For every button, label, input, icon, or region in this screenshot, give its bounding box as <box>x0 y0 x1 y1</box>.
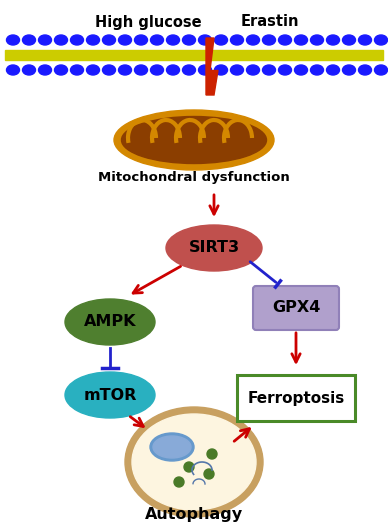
Ellipse shape <box>359 35 371 45</box>
Ellipse shape <box>7 35 19 45</box>
Ellipse shape <box>166 65 180 75</box>
Text: Autophagy: Autophagy <box>145 507 243 523</box>
Ellipse shape <box>151 35 163 45</box>
Ellipse shape <box>65 372 155 418</box>
Ellipse shape <box>38 65 52 75</box>
Ellipse shape <box>54 65 68 75</box>
Ellipse shape <box>65 299 155 345</box>
Text: GPX4: GPX4 <box>272 300 320 315</box>
Circle shape <box>184 462 194 472</box>
Ellipse shape <box>246 65 260 75</box>
Ellipse shape <box>132 414 256 510</box>
Text: SIRT3: SIRT3 <box>189 241 239 256</box>
Ellipse shape <box>343 35 355 45</box>
Polygon shape <box>206 38 218 95</box>
Ellipse shape <box>125 407 263 517</box>
Text: AMPK: AMPK <box>84 315 136 330</box>
Ellipse shape <box>166 35 180 45</box>
Ellipse shape <box>71 65 83 75</box>
Ellipse shape <box>150 433 194 461</box>
Text: mTOR: mTOR <box>83 388 137 403</box>
Ellipse shape <box>135 35 147 45</box>
Ellipse shape <box>343 65 355 75</box>
Ellipse shape <box>87 35 99 45</box>
Ellipse shape <box>279 35 291 45</box>
Ellipse shape <box>246 35 260 45</box>
Ellipse shape <box>374 35 388 45</box>
Circle shape <box>207 449 217 459</box>
Ellipse shape <box>294 65 308 75</box>
Circle shape <box>174 477 184 487</box>
Ellipse shape <box>118 35 132 45</box>
Ellipse shape <box>263 65 275 75</box>
Circle shape <box>204 469 214 479</box>
Ellipse shape <box>121 116 267 163</box>
Ellipse shape <box>166 225 262 271</box>
Text: Mitochondral dysfunction: Mitochondral dysfunction <box>98 171 290 185</box>
Ellipse shape <box>153 436 191 458</box>
Text: High glucose: High glucose <box>95 14 201 30</box>
Ellipse shape <box>279 65 291 75</box>
Ellipse shape <box>310 35 324 45</box>
Ellipse shape <box>71 35 83 45</box>
Ellipse shape <box>326 35 340 45</box>
Ellipse shape <box>54 35 68 45</box>
Ellipse shape <box>230 65 244 75</box>
Ellipse shape <box>38 35 52 45</box>
Ellipse shape <box>118 65 132 75</box>
Ellipse shape <box>151 65 163 75</box>
Ellipse shape <box>215 35 227 45</box>
Ellipse shape <box>310 65 324 75</box>
Ellipse shape <box>215 65 227 75</box>
Bar <box>5 50 383 60</box>
Text: Erastin: Erastin <box>241 14 299 30</box>
Ellipse shape <box>374 65 388 75</box>
Ellipse shape <box>359 65 371 75</box>
FancyBboxPatch shape <box>237 375 355 421</box>
Ellipse shape <box>182 65 196 75</box>
Ellipse shape <box>263 35 275 45</box>
Ellipse shape <box>102 65 116 75</box>
Ellipse shape <box>294 35 308 45</box>
Text: Ferroptosis: Ferroptosis <box>248 390 345 406</box>
Ellipse shape <box>199 65 211 75</box>
Ellipse shape <box>102 35 116 45</box>
Ellipse shape <box>114 110 274 170</box>
Ellipse shape <box>230 35 244 45</box>
Ellipse shape <box>135 65 147 75</box>
Ellipse shape <box>199 35 211 45</box>
Ellipse shape <box>182 35 196 45</box>
Ellipse shape <box>87 65 99 75</box>
Ellipse shape <box>23 65 35 75</box>
Ellipse shape <box>326 65 340 75</box>
Ellipse shape <box>23 35 35 45</box>
Ellipse shape <box>7 65 19 75</box>
FancyBboxPatch shape <box>253 286 339 330</box>
